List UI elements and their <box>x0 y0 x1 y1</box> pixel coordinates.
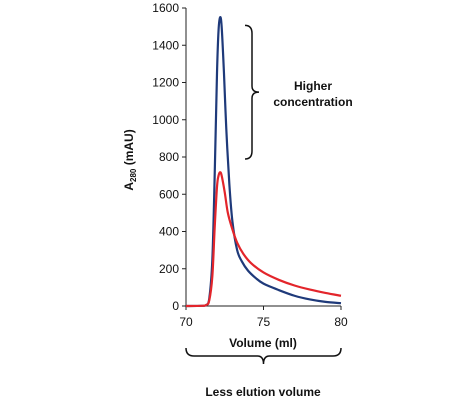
x-tick-label: 75 <box>257 315 271 329</box>
x-axis-title: Volume (ml) <box>229 336 297 350</box>
y-axis-ticks: 0 200 400 600 800 1000 1200 1400 1600 <box>152 1 186 313</box>
y-tick-label: 1200 <box>152 76 179 90</box>
x-axis-ticks: 70 75 80 <box>179 306 348 329</box>
y-tick-label: 400 <box>159 225 179 239</box>
y-tick-label: 0 <box>172 299 179 313</box>
y-tick-label: 1400 <box>152 38 179 52</box>
y-tick-label: 800 <box>159 150 179 164</box>
x-tick-label: 70 <box>179 315 193 329</box>
x-tick-label: 80 <box>334 315 348 329</box>
y-tick-label: 200 <box>159 262 179 276</box>
bottom-brace-bracket <box>185 347 342 365</box>
right-brace-bracket <box>244 24 260 160</box>
y-tick-label: 600 <box>159 187 179 201</box>
y-tick-label: 1600 <box>152 1 179 15</box>
series-group <box>185 16 342 308</box>
series-line-1 <box>185 16 342 308</box>
annotation-less-elution: Less elution volume <box>205 385 321 399</box>
annotation-higher-line1: Higher <box>294 79 332 93</box>
series-line-2 <box>185 171 342 308</box>
annotation-higher-line2: concentration <box>273 95 352 109</box>
y-axis-title: A280 (mAU) <box>122 129 138 190</box>
y-tick-label: 1000 <box>152 113 179 127</box>
